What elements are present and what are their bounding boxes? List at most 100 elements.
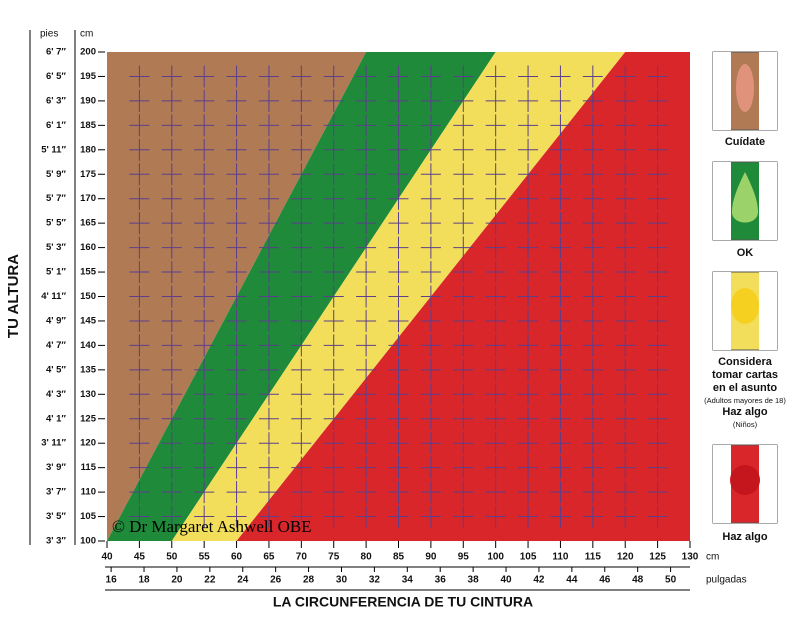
- y2-tick-label: 5' 1″: [46, 267, 66, 278]
- x-tick-label: 120: [617, 552, 634, 563]
- y2-tick-label: 4' 9″: [46, 315, 66, 326]
- legend-label: Haz algo: [722, 406, 768, 418]
- y-tick-label: 150: [80, 291, 96, 302]
- y2-tick-label: 3' 5″: [46, 511, 66, 522]
- copyright: © Dr Margaret Ashwell OBE: [112, 517, 312, 536]
- y-axis-title: TU ALTURA: [5, 254, 22, 338]
- x2-tick-label: 46: [599, 575, 611, 586]
- legend-label: Considera: [718, 356, 773, 368]
- y-tick-label: 100: [80, 536, 96, 547]
- fruit: [732, 172, 758, 223]
- fruit: [736, 64, 754, 112]
- y2-tick-label: 3' 11″: [41, 438, 66, 449]
- x-tick-label: 110: [552, 552, 569, 563]
- x-axis-title: LA CIRCUNFERENCIA DE TU CINTURA: [273, 594, 533, 610]
- y2-tick-label: 5' 9″: [46, 169, 66, 180]
- x-tick-label: 125: [649, 552, 666, 563]
- y2-tick-label: 5' 3″: [46, 242, 66, 253]
- y-tick-label: 170: [80, 193, 96, 204]
- legend-label: Cuídate: [725, 136, 765, 148]
- legend-icons: [712, 51, 778, 524]
- x2-tick-label: 36: [435, 575, 447, 586]
- y-unit: cm: [80, 29, 93, 40]
- x2-tick-label: 34: [402, 575, 414, 586]
- x2-tick-label: 40: [500, 575, 512, 586]
- y-tick-label: 135: [80, 364, 97, 375]
- x-tick-label: 95: [458, 552, 470, 563]
- body: [713, 272, 777, 350]
- y2-tick-label: 3' 7″: [46, 487, 66, 498]
- y-tick-label: 175: [80, 169, 97, 180]
- legend-label: en el asunto: [713, 382, 777, 394]
- y2-tick-label: 4' 7″: [46, 340, 66, 351]
- x-tick-label: 70: [296, 552, 308, 563]
- y2-tick-label: 4' 5″: [46, 364, 66, 375]
- y2-tick-label: 6' 3″: [46, 95, 66, 106]
- body: [713, 52, 777, 130]
- x-tick-label: 85: [393, 552, 405, 563]
- x2-tick-label: 30: [336, 575, 348, 586]
- y2-tick-label: 4' 3″: [46, 389, 66, 400]
- legend-label: (Niños): [733, 420, 758, 429]
- x-tick-label: 50: [166, 552, 178, 563]
- x-tick-label: 130: [682, 552, 699, 563]
- fruit: [730, 465, 760, 495]
- x2-tick-label: 50: [665, 575, 677, 586]
- legend-label: (Adultos mayores de 18): [704, 396, 786, 405]
- x2-tick-label: 38: [468, 575, 480, 586]
- x-tick-label: 90: [425, 552, 437, 563]
- y2-tick-label: 5' 5″: [46, 218, 66, 229]
- x-tick-label: 40: [101, 552, 113, 563]
- y2-tick-label: 6' 1″: [46, 120, 66, 131]
- x2-tick-label: 44: [566, 575, 578, 586]
- y-tick-label: 120: [80, 438, 96, 449]
- y-tick-label: 160: [80, 242, 96, 253]
- x-tick-label: 45: [134, 552, 146, 563]
- grid: [129, 65, 668, 528]
- x-unit: cm: [706, 552, 719, 563]
- x2-tick-label: 18: [138, 575, 150, 586]
- x2-tick-label: 48: [632, 575, 644, 586]
- y-tick-label: 125: [80, 413, 97, 424]
- y-tick-label: 200: [80, 47, 96, 58]
- y-tick-label: 165: [80, 218, 97, 229]
- y-tick-label: 115: [81, 462, 97, 473]
- y2-tick-label: 6' 5″: [46, 71, 66, 82]
- y2-tick-label: 4' 11″: [41, 291, 66, 302]
- y2-tick-label: 4' 1″: [46, 413, 66, 424]
- x-tick-label: 75: [328, 552, 340, 563]
- y-tick-label: 130: [80, 389, 96, 400]
- body: [713, 445, 777, 523]
- y2-tick-label: 6' 7″: [46, 47, 66, 58]
- y2-tick-label: 3' 3″: [46, 536, 66, 547]
- x-tick-label: 55: [199, 552, 211, 563]
- x2-tick-label: 16: [106, 575, 118, 586]
- y-tick-label: 180: [80, 144, 96, 155]
- x-tick-label: 105: [520, 552, 537, 563]
- x2-tick-label: 20: [171, 575, 183, 586]
- legend-label: Haz algo: [722, 531, 768, 543]
- y-tick-label: 190: [80, 95, 96, 106]
- y-tick-label: 105: [80, 511, 97, 522]
- y2-tick-label: 5' 7″: [46, 193, 66, 204]
- x2-tick-label: 24: [237, 575, 249, 586]
- x2-tick-label: 32: [369, 575, 381, 586]
- fruit: [731, 288, 759, 324]
- y-tick-label: 140: [80, 340, 96, 351]
- x-tick-label: 115: [585, 552, 602, 563]
- y2-tick-label: 3' 9″: [46, 462, 66, 473]
- x-tick-label: 65: [263, 552, 275, 563]
- legend-label: tomar cartas: [712, 369, 778, 381]
- x2-unit: pulgadas: [706, 575, 747, 586]
- y-tick-label: 110: [81, 487, 96, 498]
- x2-tick-label: 28: [303, 575, 315, 586]
- x2-tick-label: 26: [270, 575, 282, 586]
- y-tick-label: 195: [80, 71, 97, 82]
- y2-tick-label: 5' 11″: [41, 144, 66, 155]
- x2-tick-label: 22: [204, 575, 216, 586]
- x-tick-label: 80: [361, 552, 373, 563]
- x2-tick-label: 42: [533, 575, 545, 586]
- y2-unit: pies: [40, 29, 58, 40]
